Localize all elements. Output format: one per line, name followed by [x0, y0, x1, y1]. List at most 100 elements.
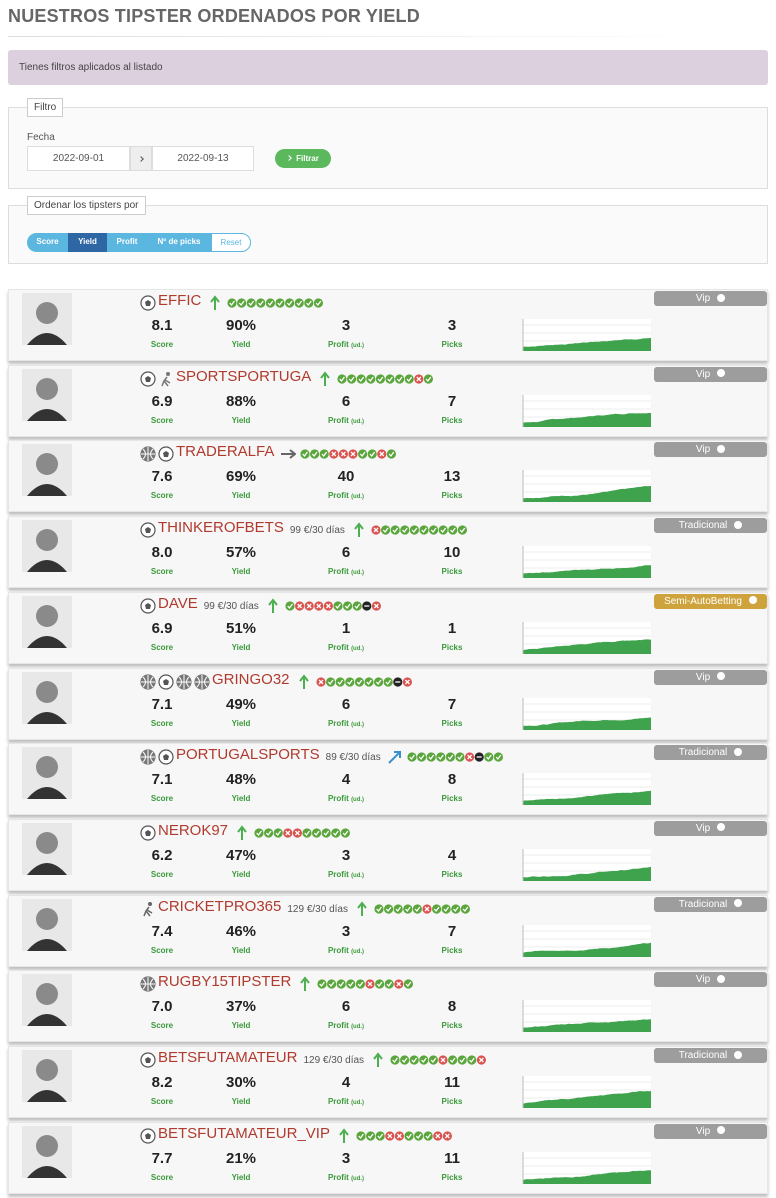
- sport-icon: [140, 295, 156, 311]
- badge-text: Vip: [695, 444, 711, 456]
- tipster-card[interactable]: TRADERALFA 7.6 Score 69% Yield 40 Profit (ud.)…: [8, 440, 768, 513]
- picks-label: Picks: [441, 340, 463, 349]
- badge-text: Vip: [695, 368, 711, 380]
- score-value: 6.9: [151, 392, 173, 410]
- results-streak: [285, 601, 381, 611]
- picks-value: 1: [447, 619, 457, 637]
- sport-icon: [158, 673, 174, 690]
- info-icon: [734, 899, 743, 908]
- type-badge[interactable]: Vip: [654, 442, 767, 458]
- tipster-card[interactable]: BETSFUTAMATEUR 129 €/30 días 8.2 Score 30% Yi…: [8, 1046, 768, 1118]
- avatar[interactable]: [22, 671, 72, 724]
- info-icon: [717, 1126, 726, 1135]
- tipster-card[interactable]: NEROK97 6.2 Score 47% Yield 3 Profit (ud.) 4 Pic…: [8, 818, 768, 891]
- yield-label: Yield: [231, 415, 251, 425]
- filter-button[interactable]: Filtrar: [275, 149, 331, 168]
- type-badge[interactable]: Vip: [654, 669, 767, 685]
- avatar[interactable]: [22, 444, 72, 497]
- tipster-name[interactable]: NEROK97: [158, 821, 229, 839]
- tipster-name[interactable]: DAVE: [158, 594, 198, 612]
- type-badge[interactable]: Semi-AutoBetting: [654, 593, 767, 609]
- tipster-card[interactable]: GRINGO32 7.1 Score 49% Yield 6 Profit (ud.) 7 Pi…: [8, 667, 768, 740]
- sort-button[interactable]: Yield: [68, 233, 107, 252]
- type-badge[interactable]: Tradicional: [654, 1048, 767, 1063]
- tipster-name[interactable]: RUGBY15TIPSTER: [158, 973, 292, 991]
- score-label: Score: [150, 869, 174, 879]
- sort-button[interactable]: Reset: [211, 233, 251, 252]
- avatar[interactable]: [22, 368, 72, 421]
- score-value: 8.1: [151, 317, 173, 334]
- tipster-card[interactable]: THINKEROFBETS 99 €/30 días 8.0 Score 57% Yiel…: [8, 516, 768, 589]
- type-badge[interactable]: Tradicional: [654, 518, 767, 534]
- yield-value: 37%: [225, 998, 257, 1016]
- tipster-card[interactable]: PORTUGALSPORTS 89 €/30 días 7.1 Score 48% Yie…: [8, 743, 768, 816]
- profit-label: Profit (ud.): [327, 567, 365, 577]
- filter-box: Filtro Fecha 2022-09-01 2022-09-13 Filtr…: [8, 98, 768, 189]
- tipster-card[interactable]: DAVE 99 €/30 días 6.9 Score 51% Yield 1 Profit …: [8, 591, 768, 664]
- sparkline: [522, 1076, 651, 1108]
- sort-button[interactable]: Score: [27, 233, 68, 252]
- unit-label: (ud.): [351, 948, 365, 955]
- date-to[interactable]: 2022-09-13: [152, 146, 254, 171]
- tipster-name[interactable]: GRINGO32: [212, 670, 290, 688]
- tipster-name[interactable]: SPORTSPORTUGA: [176, 367, 312, 385]
- info-icon: [734, 747, 743, 756]
- type-badge[interactable]: Vip: [654, 1123, 767, 1139]
- score-label: Score: [150, 1021, 174, 1031]
- tipster-name[interactable]: TRADERALFA: [176, 443, 275, 461]
- score-value: 7.0: [151, 998, 173, 1016]
- tipster-card[interactable]: RUGBY15TIPSTER 7.0 Score 37% Yield 6 Profit (u…: [8, 970, 768, 1043]
- type-badge[interactable]: Vip: [654, 291, 767, 306]
- info-icon: [717, 672, 726, 680]
- tipster-name[interactable]: CRICKETPRO365: [158, 897, 282, 915]
- trend-arrow: [354, 522, 364, 538]
- avatar[interactable]: [22, 293, 72, 345]
- profit-label: Profit (ud.): [327, 945, 365, 955]
- filter-button-text: Filtrar: [296, 154, 319, 163]
- badge-text: Vip: [695, 974, 711, 986]
- score-label: Score: [150, 642, 174, 652]
- profit-value: 3: [341, 846, 351, 864]
- avatar[interactable]: [22, 822, 72, 875]
- tipster-name[interactable]: PORTUGALSPORTS: [176, 746, 320, 764]
- picks-value: 8: [447, 771, 457, 789]
- picks-label: Picks: [441, 794, 463, 804]
- avatar[interactable]: [22, 1125, 72, 1178]
- type-badge[interactable]: Tradicional: [654, 745, 767, 761]
- avatar[interactable]: [22, 974, 72, 1027]
- picks-value: 13: [443, 468, 461, 486]
- tipster-name[interactable]: BETSFUTAMATEUR_VIP: [158, 1124, 330, 1142]
- info-icon: [734, 1050, 743, 1059]
- picks-value: 11: [444, 1074, 460, 1091]
- tipster-name[interactable]: EFFIC: [158, 292, 202, 309]
- tipster-card[interactable]: EFFIC 8.1 Score 90% Yield 3 Profit (ud.) 3 Picks…: [8, 289, 768, 361]
- sparkline: [522, 773, 651, 806]
- score-label: Score: [150, 491, 174, 501]
- profit-value: 3: [341, 922, 351, 940]
- tipster-name[interactable]: BETSFUTAMATEUR: [158, 1049, 298, 1066]
- type-badge[interactable]: Tradicional: [654, 896, 767, 912]
- info-icon: [717, 293, 726, 302]
- type-badge[interactable]: Vip: [654, 972, 767, 988]
- sort-button[interactable]: Nº de picks: [147, 233, 211, 252]
- avatar[interactable]: [22, 898, 72, 951]
- tipster-card[interactable]: BETSFUTAMATEUR_VIP 7.7 Score 21% Yield 3 Profi…: [8, 1121, 768, 1194]
- unit-label: (ud.): [351, 721, 365, 728]
- type-badge[interactable]: Vip: [654, 820, 767, 836]
- avatar[interactable]: [22, 747, 72, 800]
- picks-value: 7: [447, 695, 457, 713]
- avatar[interactable]: [22, 520, 72, 573]
- tipster-card[interactable]: SPORTSPORTUGA 6.9 Score 88% Yield 6 Profit (ud…: [8, 364, 768, 437]
- tipster-name[interactable]: THINKEROFBETS: [158, 519, 284, 537]
- score-label: Score: [150, 794, 174, 804]
- yield-value: 46%: [225, 922, 257, 940]
- date-from[interactable]: 2022-09-01: [27, 146, 130, 171]
- score-label: Score: [150, 945, 174, 955]
- sort-button[interactable]: Profit: [107, 233, 147, 252]
- tipster-card[interactable]: CRICKETPRO365 129 €/30 días 7.4 Score 46% Yie…: [8, 894, 768, 967]
- sport-icon: [140, 446, 156, 462]
- profit-label: Profit (ud.): [327, 491, 365, 501]
- avatar[interactable]: [22, 1050, 72, 1102]
- avatar[interactable]: [22, 595, 72, 648]
- type-badge[interactable]: Vip: [654, 366, 767, 382]
